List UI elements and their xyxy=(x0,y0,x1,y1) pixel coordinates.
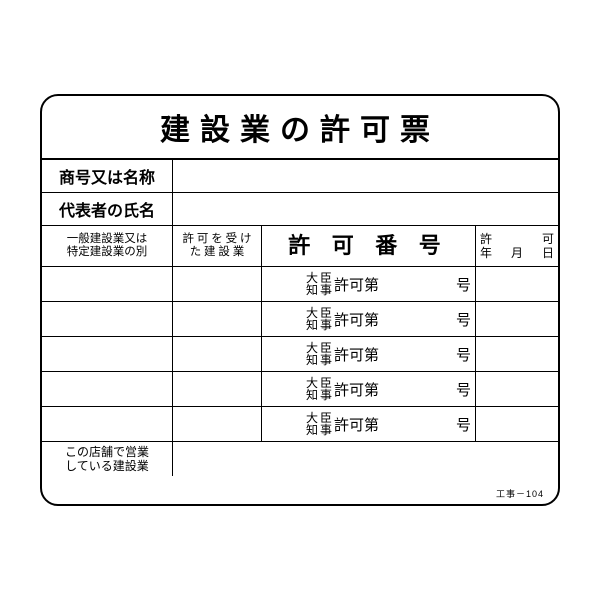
footer-label: この店舗で営業 している建設業 xyxy=(42,442,173,476)
footer-value xyxy=(173,442,558,476)
permit-board: 建設業の許可票 商号又は名称 代表者の氏名 一般建設業又は 特定建設業の別 許 … xyxy=(40,94,560,506)
r4-mid: 許可第 xyxy=(334,379,379,400)
data-row-2: 大知 臣事 許可第 号 xyxy=(42,302,558,337)
r2-col-d xyxy=(476,302,558,336)
permit-number-header: 許 可 番 号 xyxy=(288,233,449,258)
data-row-4: 大知 臣事 許可第 号 xyxy=(42,372,558,407)
r1-s2b: 事 xyxy=(320,284,332,296)
r1-col-d xyxy=(476,267,558,301)
r2-col-a xyxy=(42,302,173,336)
r4-col-c: 大知 臣事 許可第 号 xyxy=(262,372,476,406)
data-row-5: 大知 臣事 許可第 号 xyxy=(42,407,558,442)
col-b-header-line1: 許 可 を 受 け xyxy=(183,233,252,246)
r3-s2b: 事 xyxy=(320,354,332,366)
r5-col-c: 大知 臣事 許可第 号 xyxy=(262,407,476,441)
col-a-header-line1: 一般建設業又は xyxy=(67,233,148,246)
r2-right: 号 xyxy=(456,309,471,330)
row-trade-name: 商号又は名称 xyxy=(42,160,558,193)
r4-right: 号 xyxy=(456,379,471,400)
r4-s2b: 事 xyxy=(320,389,332,401)
r2-s1b: 知 xyxy=(306,319,318,331)
r3-col-b xyxy=(173,337,262,371)
r4-s1b: 知 xyxy=(306,389,318,401)
r5-col-b xyxy=(173,407,262,441)
label-trade-name: 商号又は名称 xyxy=(42,160,173,192)
r5-col-a xyxy=(42,407,173,441)
col-a-header-line2: 特定建設業の別 xyxy=(67,246,148,259)
r1-mid: 許可第 xyxy=(334,274,379,295)
r1-col-b xyxy=(173,267,262,301)
r2-col-b xyxy=(173,302,262,336)
r1-s1b: 知 xyxy=(306,284,318,296)
r5-s2b: 事 xyxy=(320,424,332,436)
col-d-header: 許 可 年 月 日 xyxy=(476,226,558,266)
row-representative: 代表者の氏名 xyxy=(42,193,558,226)
r1-stack2: 臣 事 xyxy=(320,272,332,296)
r3-s1b: 知 xyxy=(306,354,318,366)
r3-right: 号 xyxy=(456,344,471,365)
r5-mid: 許可第 xyxy=(334,414,379,435)
r1-stack1: 大 知 xyxy=(306,272,318,296)
r1-col-a xyxy=(42,267,173,301)
r4-col-b xyxy=(173,372,262,406)
date-top-right: 可 xyxy=(542,232,554,246)
value-representative xyxy=(173,193,558,225)
label-representative: 代表者の氏名 xyxy=(42,193,173,225)
stage: 建設業の許可票 商号又は名称 代表者の氏名 一般建設業又は 特定建設業の別 許 … xyxy=(0,0,600,600)
footer-row: この店舗で営業 している建設業 xyxy=(42,442,558,476)
r4-col-d xyxy=(476,372,558,406)
r5-col-d xyxy=(476,407,558,441)
date-bot-right: 日 xyxy=(542,246,554,260)
r3-mid: 許可第 xyxy=(334,344,379,365)
r1-right: 号 xyxy=(456,274,471,295)
footer-line2: している建設業 xyxy=(65,459,149,473)
r5-right: 号 xyxy=(456,414,471,435)
col-b-header: 許 可 を 受 け た 建 設 業 xyxy=(173,226,262,266)
board-title: 建設業の許可票 xyxy=(42,96,558,160)
date-bot-mid: 月 xyxy=(511,246,523,260)
data-row-3: 大知 臣事 許可第 号 xyxy=(42,337,558,372)
footer-line1: この店舗で営業 xyxy=(65,445,149,459)
r2-s2b: 事 xyxy=(320,319,332,331)
r2-mid: 許可第 xyxy=(334,309,379,330)
column-header-row: 一般建設業又は 特定建設業の別 許 可 を 受 け た 建 設 業 許 可 番 … xyxy=(42,226,558,267)
r3-col-d xyxy=(476,337,558,371)
col-b-header-line2: た 建 設 業 xyxy=(183,246,252,259)
r3-col-c: 大知 臣事 許可第 号 xyxy=(262,337,476,371)
date-top-left: 許 xyxy=(480,232,492,246)
col-c-header: 許 可 番 号 xyxy=(262,226,476,266)
date-bot-left: 年 xyxy=(480,246,492,260)
r4-col-a xyxy=(42,372,173,406)
r1-col-c: 大 知 臣 事 許可第 号 xyxy=(262,267,476,301)
form-code: 工事－104 xyxy=(496,487,544,500)
col-a-header: 一般建設業又は 特定建設業の別 xyxy=(42,226,173,266)
r3-col-a xyxy=(42,337,173,371)
data-row-1: 大 知 臣 事 許可第 号 xyxy=(42,267,558,302)
r2-col-c: 大知 臣事 許可第 号 xyxy=(262,302,476,336)
value-trade-name xyxy=(173,160,558,192)
r5-s1b: 知 xyxy=(306,424,318,436)
